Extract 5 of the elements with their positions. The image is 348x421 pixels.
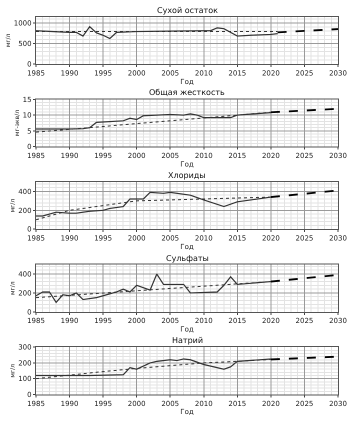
chart-title: Сухой остаток xyxy=(157,6,218,15)
chart-title: Общая жесткость xyxy=(149,88,225,97)
chart-title: Хлориды xyxy=(168,171,206,180)
chart-title: Сульфаты xyxy=(166,254,209,263)
chart-title: Натрий xyxy=(172,336,204,345)
